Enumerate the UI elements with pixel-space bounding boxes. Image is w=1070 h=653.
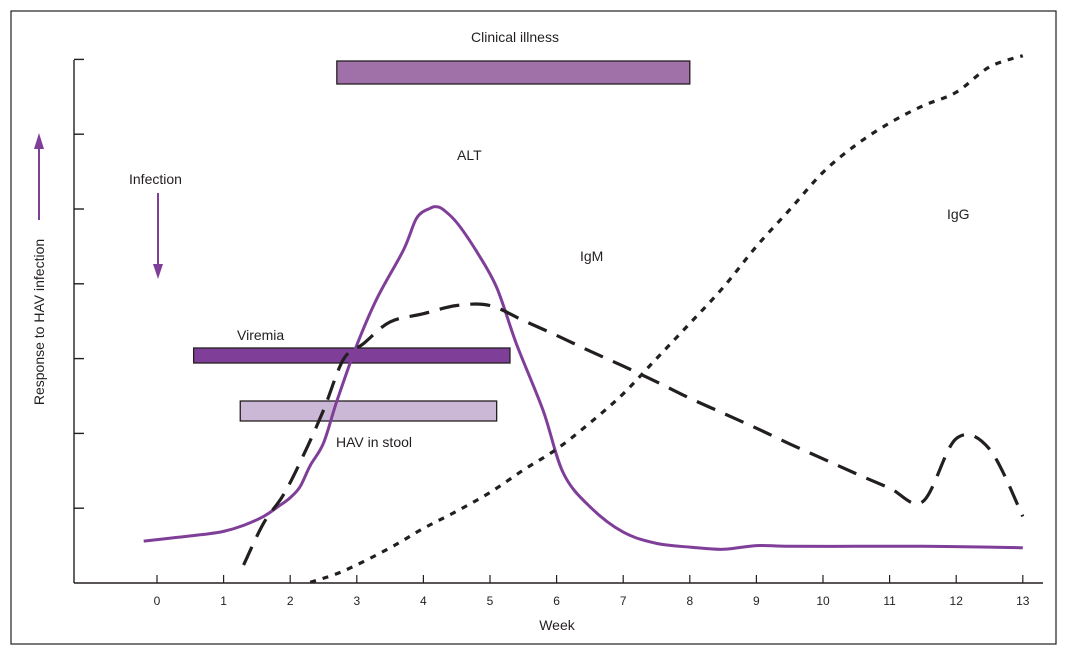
- y-axis-label: Response to HAV infection: [31, 239, 47, 405]
- x-tick-label: 11: [883, 594, 896, 608]
- x-tick-label: 6: [553, 594, 560, 608]
- x-tick-label: 13: [1016, 594, 1030, 608]
- label-infection: Infection: [129, 171, 182, 187]
- x-tick-label: 1: [220, 594, 227, 608]
- axes: [73, 60, 1043, 584]
- label-igg: IgG: [947, 206, 970, 222]
- label-igm: IgM: [580, 248, 603, 264]
- viremia-label: Viremia: [237, 327, 284, 343]
- x-tick-label: 8: [686, 594, 693, 608]
- clinical-illness-bar: [336, 60, 691, 85]
- clinical-illness-label: Clinical illness: [471, 29, 559, 45]
- x-tick-label: 4: [420, 594, 427, 608]
- hav-in-stool-bar: [239, 400, 498, 422]
- series-alt-line: [143, 205, 1023, 551]
- x-tick-label: 0: [154, 594, 161, 608]
- x-axis-label: Week: [539, 617, 576, 633]
- infection-arrow-icon: [153, 193, 163, 279]
- series-igm-line: [242, 302, 1025, 566]
- series-igg-line: [309, 54, 1024, 584]
- figure-frame: [10, 10, 1057, 645]
- x-tick-label: 5: [487, 594, 494, 608]
- x-tick-label: 3: [353, 594, 360, 608]
- y-ticks: [74, 58, 84, 509]
- x-tick-label: 9: [753, 594, 760, 608]
- label-alt: ALT: [457, 147, 482, 163]
- x-tick-label: 7: [620, 594, 627, 608]
- x-tick-label: 2: [287, 594, 294, 608]
- x-ticks: 0 1 2 3 4 5 6 7 8 9 10 11 12 13: [154, 575, 1030, 608]
- y-axis-arrow-icon: [34, 133, 44, 220]
- x-tick-label: 12: [950, 594, 964, 608]
- series-lines: [143, 54, 1025, 584]
- hav-in-stool-label: HAV in stool: [336, 434, 412, 450]
- x-tick-label: 10: [816, 594, 830, 608]
